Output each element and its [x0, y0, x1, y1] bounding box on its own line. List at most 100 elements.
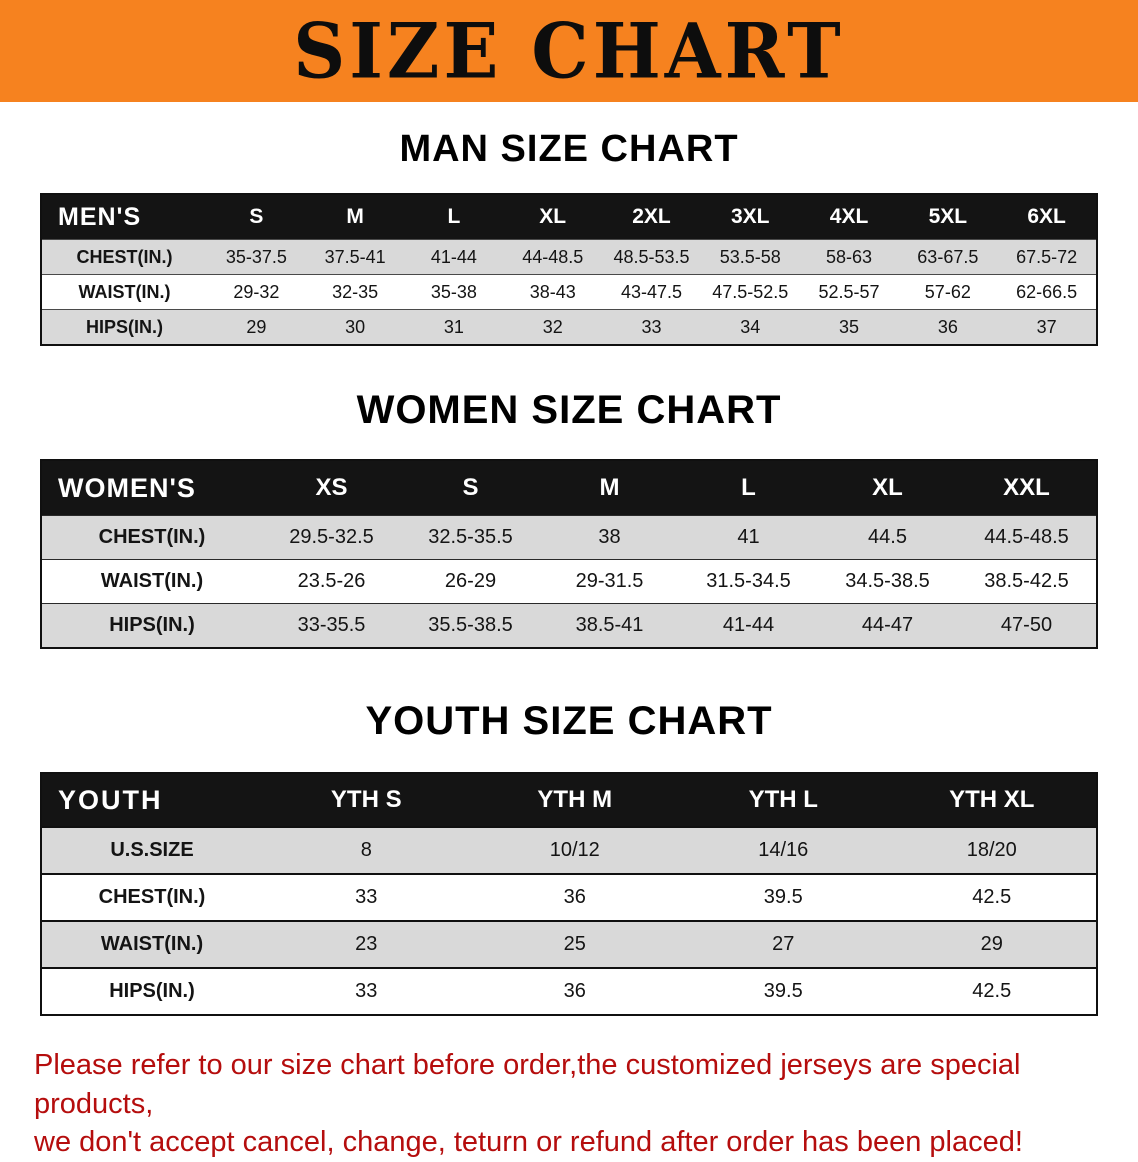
column-header-cell: S — [249, 205, 264, 228]
value-cell: 35-37.5 — [225, 246, 287, 267]
column-header-cell: XL — [539, 205, 567, 228]
value-cell: 35-38 — [430, 281, 477, 302]
value-cell: 33-35.5 — [297, 614, 366, 636]
column-header-cell: L — [741, 474, 756, 501]
column-header-cell: YTH L — [748, 786, 818, 813]
youth-size-table: YOUTH YTH S YTH M YTH L YTH XL U.S.SIZE 8 10/12… — [40, 772, 1098, 1016]
value-cell: 47-50 — [1000, 614, 1053, 636]
table-row: HIPS(IN.) 33 36 39.5 42.5 — [42, 967, 1096, 1014]
column-header-cell: XS — [315, 474, 348, 501]
value-cell: 34 — [740, 316, 761, 337]
value-cell: 31 — [443, 316, 464, 337]
value-cell: 48.5-53.5 — [613, 246, 690, 267]
value-cell: 38.5-41 — [575, 614, 644, 636]
column-header-cell: 4XL — [829, 205, 869, 228]
value-cell: 41-44 — [722, 614, 775, 636]
value-cell: 31.5-34.5 — [706, 570, 791, 592]
value-cell: 41-44 — [430, 246, 477, 267]
table-title-cell: YOUTH — [58, 784, 163, 815]
row-label-cell: HIPS(IN.) — [85, 316, 163, 337]
value-cell: 33 — [355, 886, 378, 908]
table-row: HIPS(IN.) 29 30 31 32 33 34 35 36 37 — [42, 309, 1096, 344]
value-cell: 39.5 — [763, 886, 803, 908]
row-label-cell: CHEST(IN.) — [76, 246, 173, 267]
value-cell: 44.5-48.5 — [984, 526, 1069, 548]
section-women: WOMEN SIZE CHART WOMEN'S XS S M L XL XXL CHEST(… — [0, 388, 1138, 649]
men-size-table: MEN'S S M L XL 2XL 3XL 4XL 5XL 6XL CHEST(IN.) 35-37… — [40, 193, 1098, 346]
women-size-chart-heading: WOMEN SIZE CHART — [356, 388, 782, 432]
value-cell: 44-48.5 — [522, 246, 584, 267]
value-cell: 42.5 — [972, 886, 1012, 908]
value-cell: 25 — [563, 933, 586, 955]
column-header-cell: L — [447, 205, 461, 228]
value-cell: 35.5-38.5 — [428, 614, 513, 636]
value-cell: 29 — [980, 933, 1003, 955]
table-row: WAIST(IN.) 23 25 27 29 — [42, 920, 1096, 967]
value-cell: 53.5-58 — [719, 246, 781, 267]
footer-note-line1: Please refer to our size chart before or… — [34, 1049, 1021, 1120]
value-cell: 29 — [246, 316, 267, 337]
value-cell: 41 — [737, 526, 760, 548]
value-cell: 42.5 — [972, 980, 1012, 1002]
value-cell: 32-35 — [332, 281, 379, 302]
column-header-cell: XL — [872, 474, 903, 501]
value-cell: 14/16 — [758, 839, 809, 861]
column-header-cell: YTH S — [330, 786, 402, 813]
value-cell: 18/20 — [966, 839, 1017, 861]
value-cell: 33 — [355, 980, 378, 1002]
value-cell: 23.5-26 — [297, 570, 366, 592]
table-header-row: WOMEN'S XS S M L XL XXL — [42, 461, 1096, 515]
value-cell: 29-31.5 — [575, 570, 644, 592]
table-row: HIPS(IN.) 33-35.5 35.5-38.5 38.5-41 41-44 44-… — [42, 603, 1096, 647]
value-cell: 33 — [641, 316, 662, 337]
row-label-cell: WAIST(IN.) — [100, 570, 204, 592]
value-cell: 36 — [563, 980, 586, 1002]
value-cell: 39.5 — [763, 980, 803, 1002]
value-cell: 43-47.5 — [620, 281, 683, 302]
women-size-table: WOMEN'S XS S M L XL XXL CHEST(IN.) 29.5-32.5 32.5… — [40, 459, 1098, 649]
value-cell: 38 — [598, 526, 621, 548]
value-cell: 27 — [772, 933, 795, 955]
value-cell: 34.5-38.5 — [845, 570, 930, 592]
value-cell: 63-67.5 — [917, 246, 979, 267]
column-header-cell: 5XL — [928, 205, 968, 228]
value-cell: 35 — [839, 316, 860, 337]
table-title-cell: WOMEN'S — [58, 472, 196, 503]
value-cell: 26-29 — [444, 570, 497, 592]
table-row: WAIST(IN.) 23.5-26 26-29 29-31.5 31.5-34.5 34… — [42, 559, 1096, 603]
table-title-cell: MEN'S — [58, 202, 142, 231]
column-header-cell: S — [462, 474, 479, 501]
value-cell: 38.5-42.5 — [984, 570, 1069, 592]
value-cell: 30 — [345, 316, 366, 337]
section-youth: YOUTH SIZE CHART YOUTH YTH S YTH M YTH L YTH… — [0, 699, 1138, 1016]
value-cell: 44.5 — [868, 526, 907, 548]
column-header-cell: 3XL — [731, 205, 770, 228]
column-header-cell: M — [346, 205, 364, 228]
value-cell: 23 — [355, 933, 378, 955]
value-cell: 36 — [937, 316, 958, 337]
value-cell: 36 — [563, 886, 586, 908]
value-cell: 29.5-32.5 — [289, 526, 374, 548]
value-cell: 44-47 — [861, 614, 914, 636]
section-man: MAN SIZE CHART MEN'S S M L XL 2XL 3XL 4XL 5XL 6XL… — [0, 128, 1138, 346]
table-row: CHEST(IN.) 35-37.5 37.5-41 41-44 44-48.5 48.5… — [42, 239, 1096, 274]
youth-size-chart-heading: YOUTH SIZE CHART — [365, 699, 773, 743]
value-cell: 38-43 — [529, 281, 576, 302]
table-row: WAIST(IN.) 29-32 32-35 35-38 38-43 43-47.5 47.… — [42, 274, 1096, 309]
value-cell: 10/12 — [549, 839, 600, 861]
value-cell: 37.5-41 — [324, 246, 386, 267]
value-cell: 37 — [1036, 316, 1057, 337]
value-cell: 62-66.5 — [1016, 281, 1078, 302]
banner-title: SIZE CHART — [293, 5, 845, 96]
column-header-cell: YTH XL — [949, 786, 1035, 813]
row-label-cell: WAIST(IN.) — [78, 281, 171, 302]
table-row: U.S.SIZE 8 10/12 14/16 18/20 — [42, 826, 1096, 873]
value-cell: 58-63 — [826, 246, 873, 267]
value-cell: 47.5-52.5 — [712, 281, 789, 302]
column-header-cell: M — [599, 474, 620, 501]
footer-note-line2: we don't accept cancel, change, teturn o… — [34, 1126, 1023, 1159]
row-label-cell: CHEST(IN.) — [98, 886, 206, 908]
table-header-row: MEN'S S M L XL 2XL 3XL 4XL 5XL 6XL — [42, 195, 1096, 239]
row-label-cell: WAIST(IN.) — [100, 933, 204, 955]
value-cell: 29-32 — [233, 281, 280, 302]
